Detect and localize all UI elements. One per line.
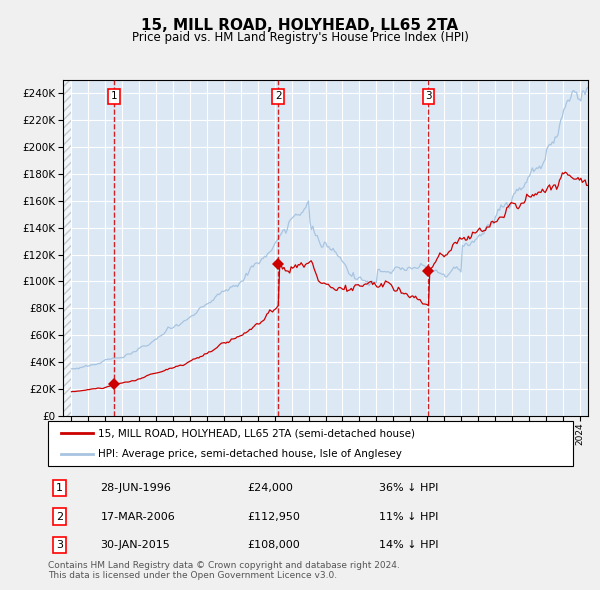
Text: 14% ↓ HPI: 14% ↓ HPI	[379, 540, 438, 550]
Text: 17-MAR-2006: 17-MAR-2006	[101, 512, 175, 522]
Polygon shape	[63, 80, 71, 416]
Text: Price paid vs. HM Land Registry's House Price Index (HPI): Price paid vs. HM Land Registry's House …	[131, 31, 469, 44]
Text: This data is licensed under the Open Government Licence v3.0.: This data is licensed under the Open Gov…	[48, 571, 337, 579]
Text: 1: 1	[56, 483, 63, 493]
Text: £24,000: £24,000	[248, 483, 293, 493]
Text: 3: 3	[425, 91, 432, 101]
Text: Contains HM Land Registry data © Crown copyright and database right 2024.: Contains HM Land Registry data © Crown c…	[48, 560, 400, 569]
Text: 15, MILL ROAD, HOLYHEAD, LL65 2TA: 15, MILL ROAD, HOLYHEAD, LL65 2TA	[142, 18, 458, 32]
Text: HPI: Average price, semi-detached house, Isle of Anglesey: HPI: Average price, semi-detached house,…	[98, 449, 402, 459]
Text: £108,000: £108,000	[248, 540, 300, 550]
Text: 2: 2	[56, 512, 63, 522]
Text: 36% ↓ HPI: 36% ↓ HPI	[379, 483, 438, 493]
Text: 11% ↓ HPI: 11% ↓ HPI	[379, 512, 438, 522]
Text: 30-JAN-2015: 30-JAN-2015	[101, 540, 170, 550]
Text: 28-JUN-1996: 28-JUN-1996	[101, 483, 172, 493]
Text: 15, MILL ROAD, HOLYHEAD, LL65 2TA (semi-detached house): 15, MILL ROAD, HOLYHEAD, LL65 2TA (semi-…	[98, 428, 415, 438]
Text: £112,950: £112,950	[248, 512, 301, 522]
Text: 2: 2	[275, 91, 281, 101]
Text: 1: 1	[110, 91, 117, 101]
FancyBboxPatch shape	[48, 421, 573, 466]
Text: 3: 3	[56, 540, 63, 550]
